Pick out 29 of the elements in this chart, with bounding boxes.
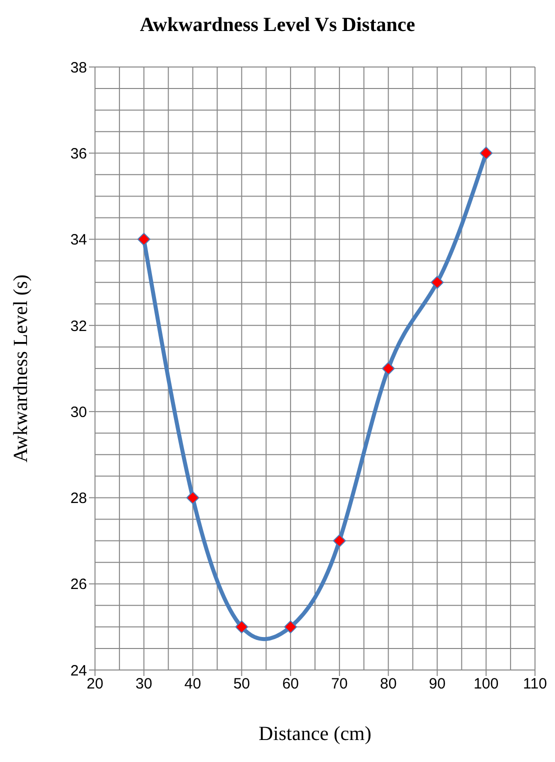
y-tick-label: 34 [70, 232, 87, 249]
x-tick-label: 40 [184, 676, 202, 693]
y-tick-label: 28 [70, 490, 87, 508]
point [332, 534, 346, 548]
point [235, 620, 248, 634]
point [137, 232, 150, 246]
y-tick-label: 36 [70, 145, 87, 162]
y-tick-label: 30 [70, 404, 87, 421]
point [284, 620, 298, 634]
x-tick-label: 50 [233, 676, 250, 693]
point [382, 362, 395, 375]
x-tick-label: 30 [136, 676, 152, 693]
x-tick-label: 100 [474, 676, 499, 693]
chart-title: Awkwardness Level Vs Distance [138, 14, 416, 37]
point [480, 146, 493, 160]
y-tick-label: 38 [70, 59, 87, 76]
y-tick-label: 24 [70, 662, 87, 680]
y-tick-label: 26 [70, 576, 87, 594]
x-tick-label: 80 [380, 676, 397, 693]
x-axis-title: Distance (cm) [258, 723, 372, 745]
point [430, 276, 444, 289]
x-tick-label: 20 [86, 676, 104, 693]
y-tick-label: 32 [70, 318, 87, 335]
x-tick-label: 70 [331, 676, 348, 693]
point [186, 491, 200, 504]
x-tick-label: 90 [428, 676, 446, 693]
x-tick-label: 110 [523, 676, 547, 693]
y-axis-title: Awkwardness Level (s) [10, 274, 32, 463]
x-tick-label: 60 [282, 676, 299, 693]
